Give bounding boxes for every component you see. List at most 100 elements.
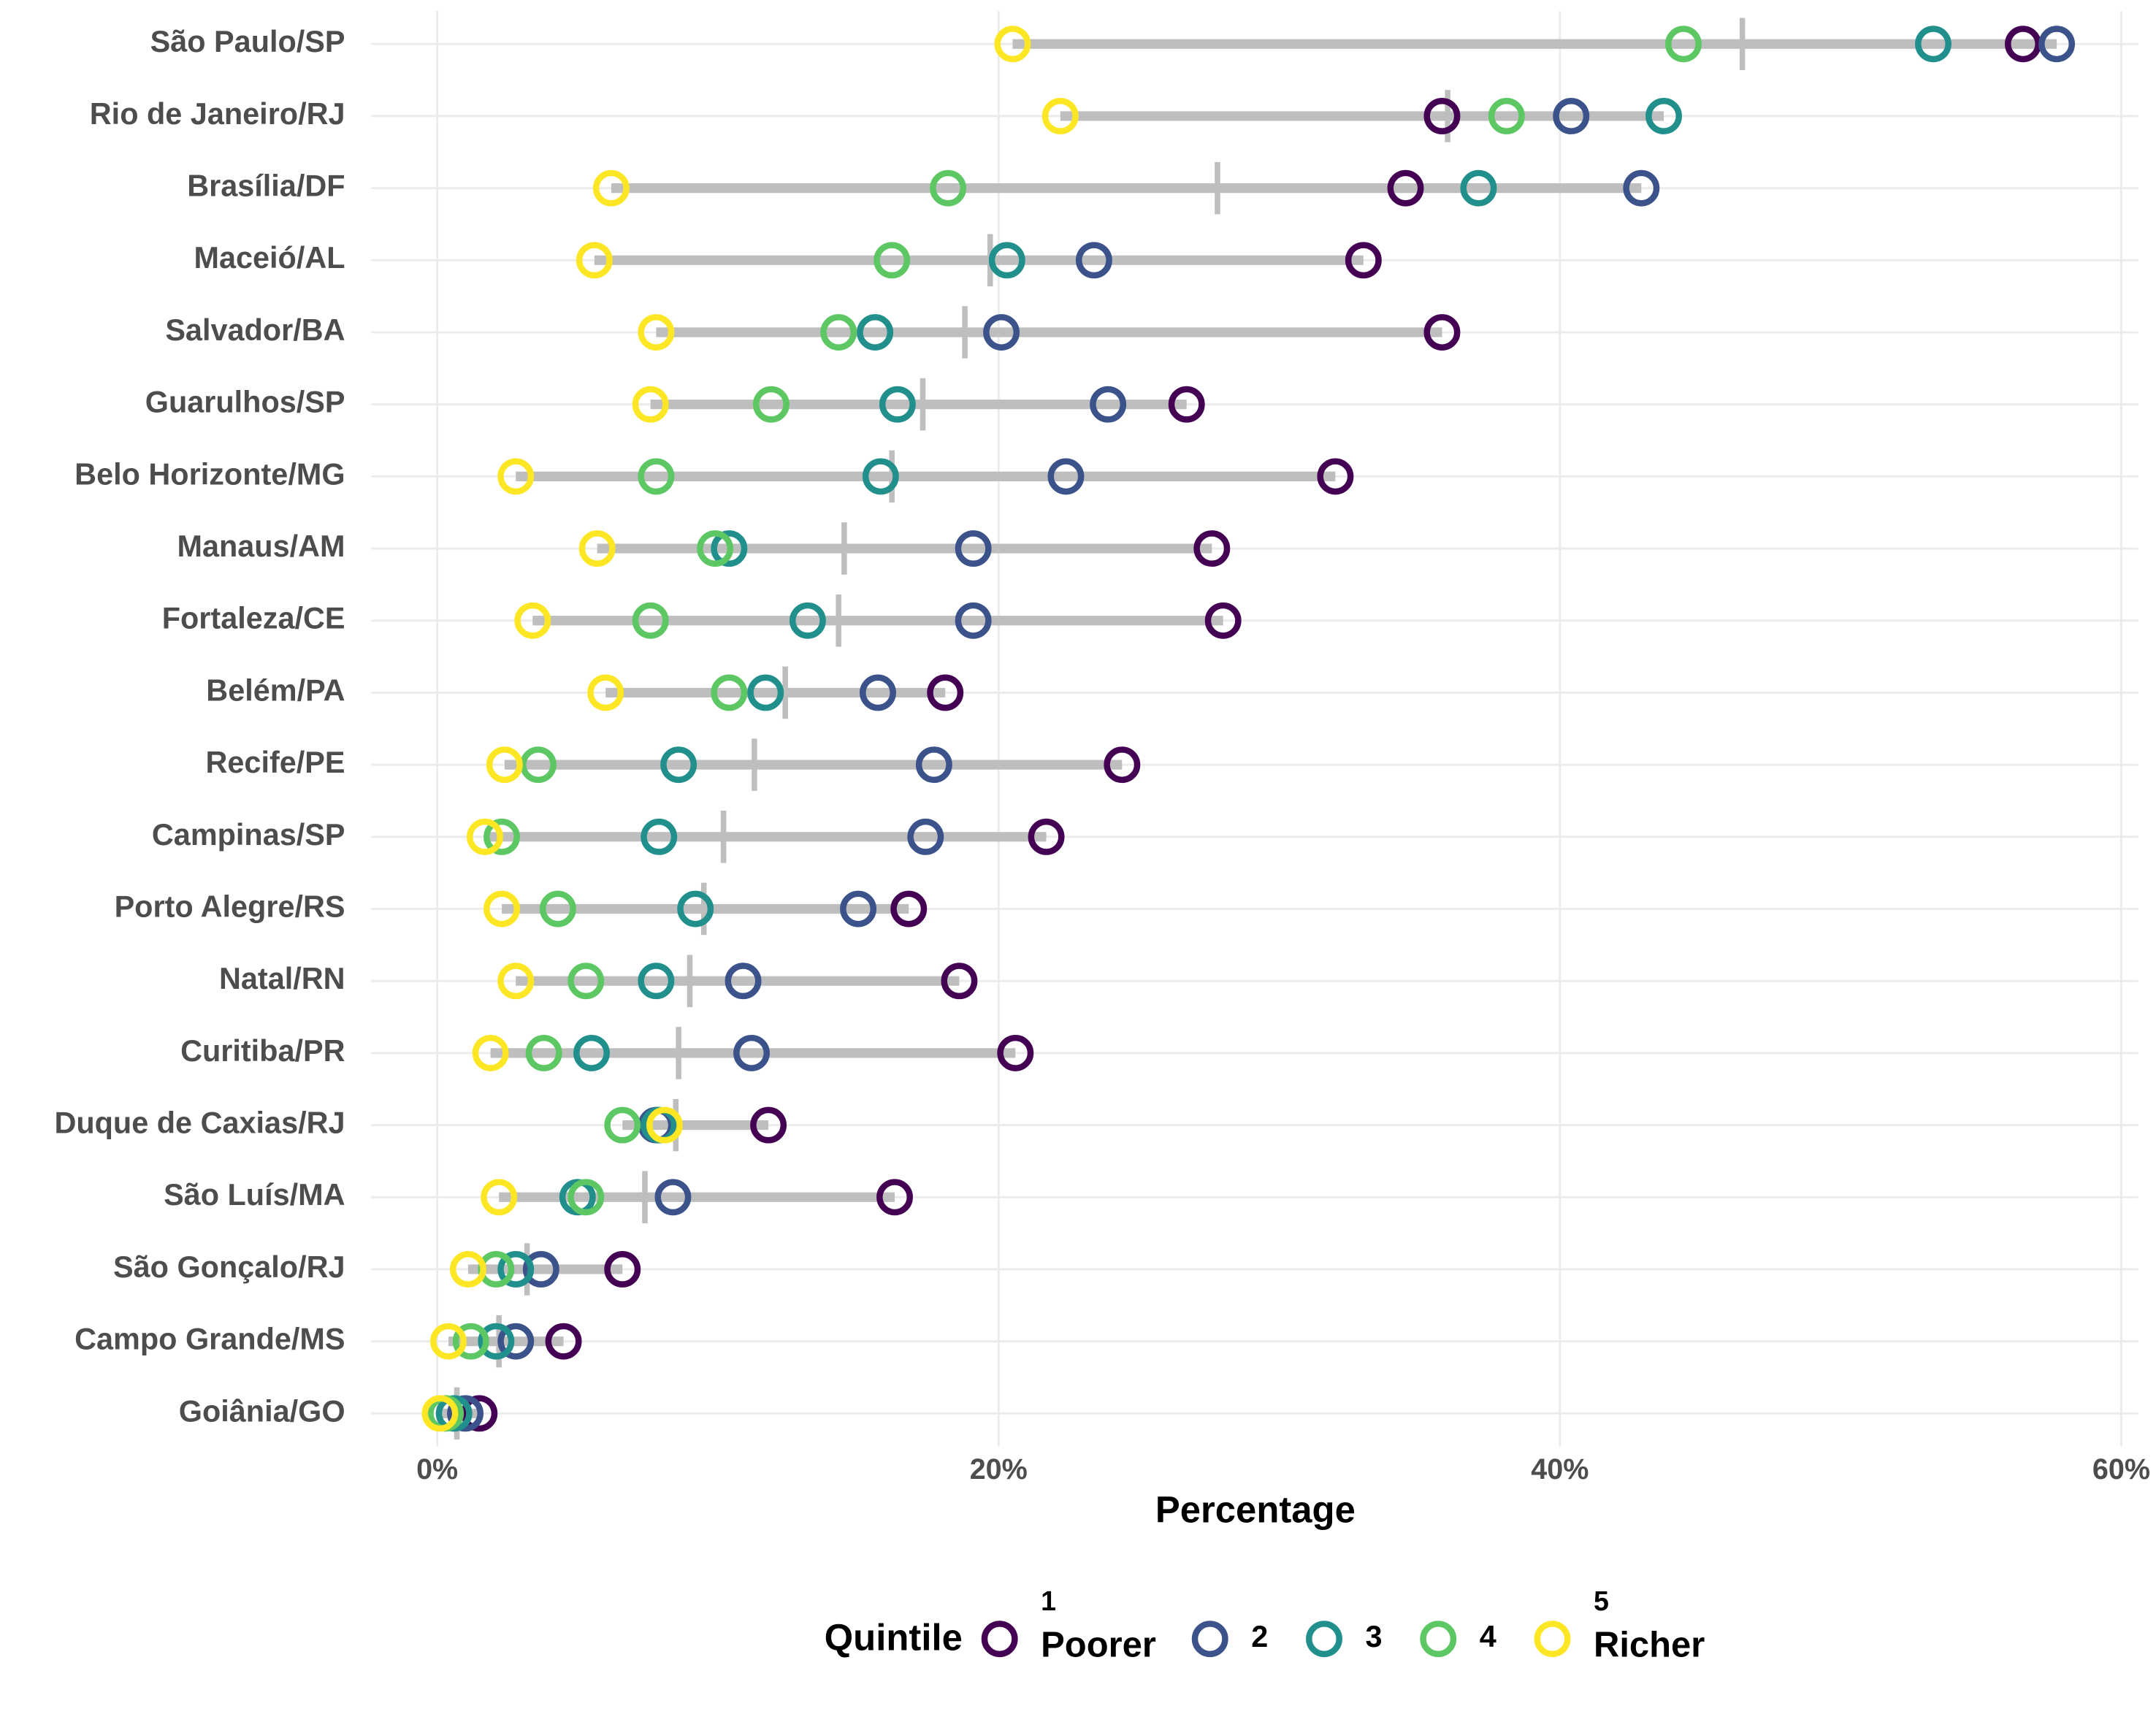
point [514,602,551,639]
y-tick-label: Salvador/BA [165,313,345,347]
point [452,1323,489,1360]
point [483,818,520,855]
y-tick-label: Campinas/SP [152,818,345,852]
point [840,890,877,927]
point [789,602,826,639]
point [1645,98,1682,134]
point [1915,26,1952,63]
point [915,746,952,784]
point [576,242,613,279]
point [697,530,734,567]
legend-key [1306,1621,1342,1658]
y-tick-label: Manaus/AM [177,529,345,563]
y-tick-label: Maceió/AL [194,241,345,275]
point [545,1323,582,1360]
x-tick-label: 60% [2092,1453,2150,1485]
legend-label-line: Richer [1594,1625,1705,1664]
y-tick-label: Curitiba/PR [180,1034,345,1068]
point [632,602,669,639]
point [497,458,535,495]
point [1387,169,1424,207]
point [1623,169,1660,207]
y-tick-label: Campo Grande/MS [74,1323,345,1356]
y-tick-label: Rio de Janeiro/RJ [90,97,345,131]
point [449,1251,486,1288]
point [890,890,928,927]
point [753,386,790,423]
point [1553,98,1590,134]
point [711,530,748,567]
point [1041,98,1079,134]
point [497,1323,535,1360]
point [1345,242,1382,279]
legend-label: 4 [1480,1620,1496,1653]
point [522,1251,559,1288]
x-tick-label: 20% [970,1453,1028,1485]
point [820,314,857,351]
point [862,458,899,495]
point [641,818,678,855]
y-tick-label: Fortaleza/CE [162,602,345,635]
y-tick-label: Recife/PE [206,746,345,779]
y-tick-label: Guarulhos/SP [145,386,345,419]
point [573,1034,610,1071]
point [539,890,576,927]
point [1047,458,1085,495]
point [467,818,503,855]
point [461,1395,498,1432]
point [983,314,1020,351]
point [525,1034,562,1071]
point [874,242,911,279]
point [632,386,669,423]
point [677,890,714,927]
legend-key [1191,1621,1228,1658]
point [907,818,944,855]
legend-key [981,1621,1018,1658]
point [638,458,675,495]
point [567,963,605,1000]
point [860,674,896,711]
legend-label: 2 [1251,1620,1268,1653]
point [955,602,992,639]
point [1104,746,1141,784]
x-tick-label: 0% [416,1453,458,1485]
point [587,674,624,711]
legend-label: 3 [1365,1620,1382,1653]
point [1423,98,1461,134]
point [486,746,523,784]
point [578,530,616,567]
point [638,963,675,1000]
legend-label-line: Poorer [1041,1625,1156,1664]
point [930,169,967,207]
legend-label-line: 1 [1041,1586,1056,1616]
point [711,674,748,711]
y-tick-label: Goiânia/GO [179,1394,345,1428]
point [2038,26,2076,63]
x-tick-label: 40% [1531,1453,1589,1485]
point [660,746,697,784]
point [876,1179,913,1216]
point [604,1106,641,1144]
point [1028,818,1065,855]
y-tick-label: Porto Alegre/RS [115,890,345,923]
x-axis-title: Percentage [1155,1488,1356,1530]
point [654,1179,692,1216]
y-tick-label: São Luís/MA [164,1178,345,1212]
point [988,242,1025,279]
point [1317,458,1354,495]
legend-key [1420,1621,1457,1658]
point [481,1179,518,1216]
y-tick-label: Natal/RN [219,962,345,995]
point [2005,26,2041,63]
point [1460,169,1497,207]
point [447,1395,484,1432]
point [857,314,894,351]
point [927,674,964,711]
point [520,746,557,784]
legend-title: Quintile [825,1616,963,1658]
point [1423,314,1461,351]
legend-label-line: 5 [1594,1586,1609,1616]
y-tick-label: Brasília/DF [187,169,345,203]
